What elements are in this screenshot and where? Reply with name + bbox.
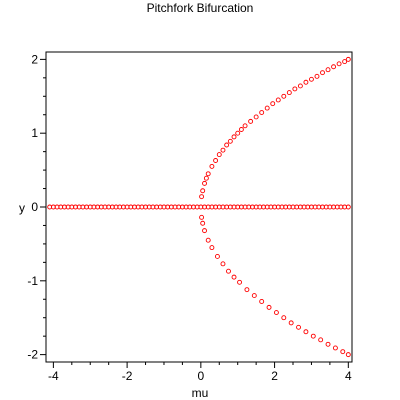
y-tick-label: -1 <box>27 274 38 288</box>
y-tick-label: 0 <box>31 200 38 214</box>
data-point <box>235 130 241 136</box>
data-point <box>264 105 270 111</box>
data-point <box>320 70 325 76</box>
data-point <box>259 299 265 304</box>
chart-title: Pitchfork Bifurcation <box>147 1 254 15</box>
data-point <box>342 59 348 65</box>
data-point <box>237 279 243 285</box>
axis-ticks: -4 -2 0 2 4 -2 -1 0 1 2 <box>27 52 352 383</box>
data-point <box>231 274 237 280</box>
data-point <box>231 134 237 140</box>
y-tick-label: -2 <box>27 348 38 362</box>
data-point <box>345 56 351 62</box>
x-tick-label: 0 <box>197 369 204 383</box>
data-point <box>345 204 351 210</box>
data-point <box>281 315 287 321</box>
data-point <box>244 287 250 293</box>
data-point <box>205 171 211 177</box>
y-tick-label: 1 <box>31 126 38 140</box>
data-point <box>216 152 222 158</box>
data-point <box>214 254 220 259</box>
data-point <box>226 268 231 274</box>
data-point <box>303 329 309 335</box>
data-point <box>209 245 215 251</box>
data-point <box>345 352 351 358</box>
x-tick-label: -2 <box>122 369 133 383</box>
x-tick-label: 4 <box>345 369 352 383</box>
x-axis-label: mu <box>192 386 209 400</box>
data-point <box>325 67 331 73</box>
data-point <box>296 324 301 330</box>
y-axis-label: y <box>19 201 25 215</box>
data-point <box>203 175 209 181</box>
data-point <box>318 337 324 343</box>
data-point <box>213 158 219 163</box>
data-point <box>199 214 205 220</box>
data-point <box>297 83 303 89</box>
data-point <box>220 261 226 267</box>
data-point <box>288 320 294 326</box>
data-point <box>205 237 211 243</box>
data-point <box>336 61 342 67</box>
data-point <box>238 127 244 132</box>
data-point <box>227 138 233 144</box>
data-point <box>251 293 257 299</box>
data-point <box>340 349 346 355</box>
data-points <box>47 56 351 358</box>
data-point <box>202 180 207 186</box>
data-point <box>199 194 205 200</box>
y-tick-label: 2 <box>31 52 38 66</box>
x-tick-label: -4 <box>48 369 59 383</box>
data-point <box>220 147 226 153</box>
data-point <box>270 101 276 107</box>
data-point <box>253 114 259 120</box>
data-point <box>259 110 265 115</box>
x-tick-label: 2 <box>271 369 278 383</box>
data-point <box>303 79 309 85</box>
data-point <box>224 142 230 148</box>
data-point <box>248 118 254 124</box>
data-point <box>266 304 272 310</box>
data-point <box>314 73 320 79</box>
data-point <box>281 93 287 99</box>
data-point <box>202 228 207 234</box>
data-point <box>325 341 331 347</box>
data-point <box>308 76 314 82</box>
data-point <box>273 310 279 315</box>
data-point <box>310 333 316 339</box>
data-point <box>286 90 292 96</box>
data-point <box>200 220 206 226</box>
data-point <box>242 123 248 129</box>
data-point <box>200 188 206 194</box>
data-point <box>209 163 215 169</box>
data-point <box>332 345 338 351</box>
data-point <box>275 97 281 103</box>
data-point <box>331 64 337 70</box>
data-point <box>292 86 298 92</box>
